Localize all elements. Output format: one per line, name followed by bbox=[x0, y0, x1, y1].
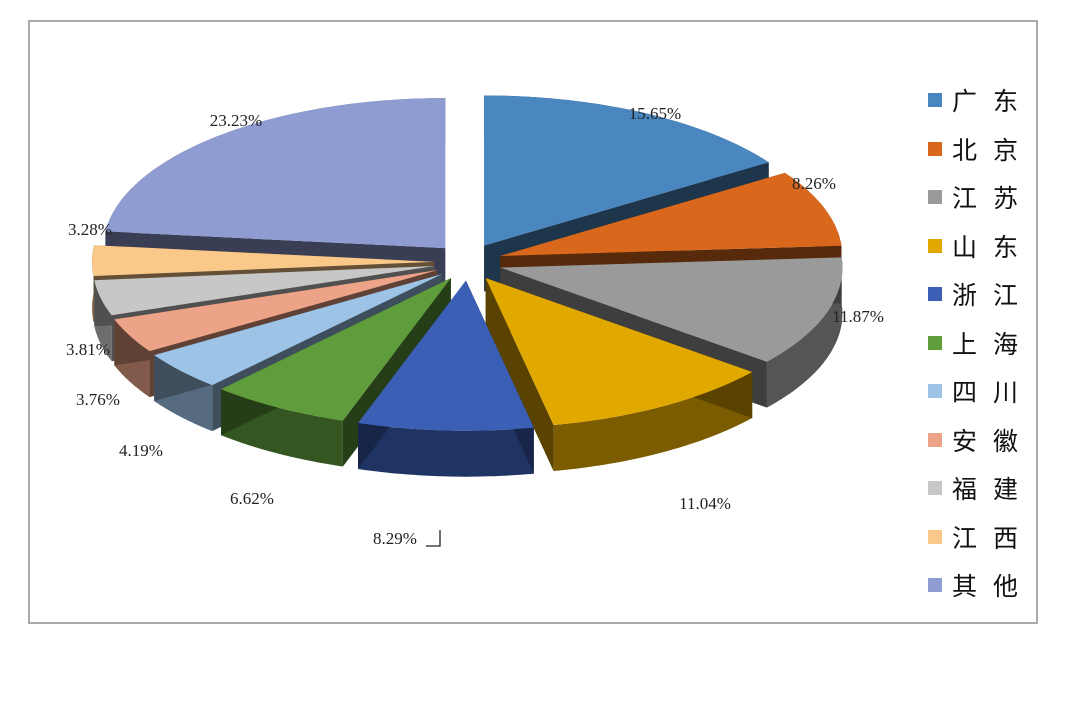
pie-slice-top bbox=[220, 278, 451, 421]
pie-slice bbox=[358, 280, 534, 477]
slice-value-label: 8.29% bbox=[373, 529, 417, 548]
legend-item: 福建 bbox=[928, 464, 1038, 513]
pie-slice-top bbox=[500, 257, 843, 362]
legend-item: 安徽 bbox=[928, 416, 1038, 465]
pie-slice-top bbox=[500, 172, 842, 256]
legend: 广东北京江苏山东浙江上海四川安徽福建江西其他 bbox=[928, 76, 1038, 610]
pie-slice-side bbox=[766, 257, 843, 408]
pie-slice-top bbox=[92, 245, 435, 277]
slice-value-label: 3.81% bbox=[66, 340, 110, 359]
legend-swatch bbox=[928, 481, 942, 496]
pie-slices bbox=[92, 95, 843, 477]
legend-swatch bbox=[928, 578, 942, 593]
legend-item: 其他 bbox=[928, 561, 1038, 610]
legend-label: 福建 bbox=[952, 475, 1035, 505]
pie-slice-top bbox=[154, 274, 443, 386]
pie-slice-top bbox=[484, 95, 769, 246]
legend-swatch bbox=[928, 238, 942, 253]
slice-value-label: 3.76% bbox=[76, 390, 120, 409]
legend-swatch bbox=[928, 432, 942, 447]
legend-label: 上海 bbox=[952, 329, 1035, 359]
legend-item: 上海 bbox=[928, 319, 1038, 368]
legend-label: 江西 bbox=[952, 523, 1035, 553]
pie-slice-edge bbox=[114, 270, 438, 366]
legend-swatch bbox=[928, 141, 942, 156]
legend-item: 广东 bbox=[928, 76, 1038, 125]
legend-item: 四川 bbox=[928, 367, 1038, 416]
pie-slice-top bbox=[485, 277, 753, 425]
legend-label: 北京 bbox=[952, 135, 1035, 165]
leader-line bbox=[426, 530, 441, 547]
legend-swatch bbox=[928, 190, 942, 205]
pie-slice-top bbox=[94, 265, 435, 316]
legend-swatch bbox=[928, 384, 942, 399]
legend-label: 浙江 bbox=[952, 281, 1035, 311]
pie-slice-top bbox=[358, 280, 534, 431]
legend-label: 山东 bbox=[952, 232, 1035, 262]
pie-slice-top bbox=[114, 270, 438, 352]
pie-slice-side bbox=[358, 423, 534, 477]
pie-slice-top bbox=[105, 98, 446, 249]
legend-item: 江西 bbox=[928, 513, 1038, 562]
legend-label: 四川 bbox=[952, 378, 1035, 408]
slice-value-label: 11.87% bbox=[832, 307, 884, 326]
legend-swatch bbox=[928, 529, 942, 544]
legend-label: 广东 bbox=[952, 87, 1035, 117]
slice-value-label: 11.04% bbox=[679, 494, 731, 513]
slice-value-label: 23.23% bbox=[210, 111, 262, 130]
legend-item: 北京 bbox=[928, 125, 1038, 174]
pie-slice-edge bbox=[485, 277, 554, 471]
legend-label: 其他 bbox=[952, 572, 1035, 602]
legend-item: 山东 bbox=[928, 222, 1038, 271]
pie-value-labels: 15.65% 8.26% 11.87% 11.04% 8.29% 6.62% 4.19% 3.… bbox=[66, 104, 884, 548]
legend-label: 江苏 bbox=[952, 184, 1035, 214]
legend-swatch bbox=[928, 93, 942, 108]
legend-swatch bbox=[928, 287, 942, 302]
legend-swatch bbox=[928, 335, 942, 350]
slice-value-label: 3.28% bbox=[68, 220, 112, 239]
legend-item: 江苏 bbox=[928, 173, 1038, 222]
slice-value-label: 15.65% bbox=[629, 104, 681, 123]
slice-value-label: 8.26% bbox=[792, 174, 836, 193]
slice-value-label: 4.19% bbox=[119, 441, 163, 460]
pie-slice bbox=[485, 277, 753, 471]
legend-item: 浙江 bbox=[928, 270, 1038, 319]
legend-label: 安徽 bbox=[952, 426, 1035, 456]
slice-value-label: 6.62% bbox=[230, 489, 274, 508]
